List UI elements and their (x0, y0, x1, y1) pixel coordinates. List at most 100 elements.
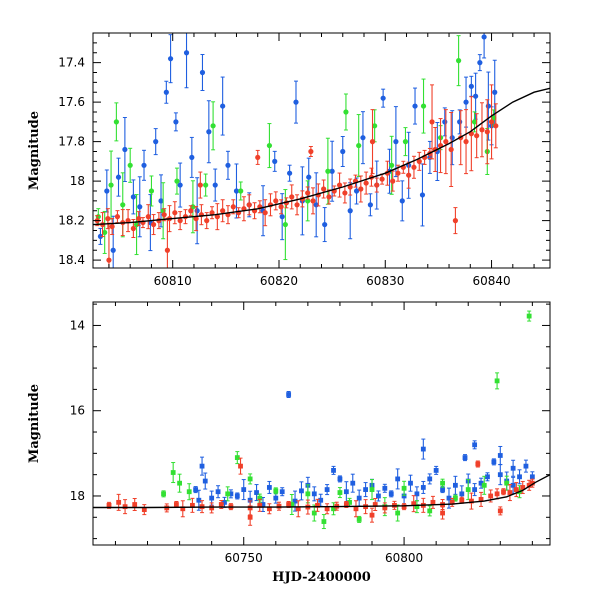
data-point (411, 495, 417, 513)
data-point (448, 112, 454, 188)
y-tick-label: 16 (70, 404, 85, 418)
data-point (190, 180, 196, 234)
data-point (203, 173, 209, 197)
data-point (197, 171, 203, 199)
data-point (411, 155, 417, 179)
data-point (468, 96, 474, 172)
data-point (343, 93, 349, 131)
data-point (199, 53, 206, 91)
data-point (238, 181, 244, 201)
data-point (529, 478, 535, 488)
data-point (356, 515, 362, 523)
data-point (513, 482, 519, 498)
data-point (408, 474, 413, 492)
data-point (228, 489, 234, 499)
data-point (141, 149, 147, 181)
data-point (477, 54, 483, 72)
x-tick-label: 60800 (385, 551, 423, 565)
data-point (382, 483, 388, 493)
data-point (526, 479, 532, 491)
data-point (484, 99, 490, 165)
data-point (379, 173, 385, 185)
data-point (472, 440, 478, 450)
data-point (310, 187, 316, 215)
bottom-series-blue (193, 391, 535, 512)
data-point (440, 506, 445, 520)
data-point (266, 503, 272, 515)
data-point (225, 205, 231, 225)
data-point (416, 151, 422, 171)
data-point (517, 469, 522, 485)
data-point (193, 206, 199, 232)
data-point (376, 490, 381, 502)
bottom-series-green (161, 310, 532, 530)
data-point (437, 118, 444, 174)
bottom-plot-area (93, 310, 550, 530)
data-point (324, 503, 330, 515)
y-tick-label: 18.2 (58, 214, 85, 228)
data-point (420, 480, 426, 494)
data-point (331, 502, 336, 516)
data-point (273, 191, 279, 211)
data-point (369, 479, 375, 501)
data-point (367, 193, 373, 217)
data-point (393, 106, 399, 178)
data-point (474, 113, 480, 159)
bottom-panel: 60750 60800 14 16 18 Magnitude HJD-2400000 (27, 301, 551, 585)
data-point (220, 76, 226, 136)
data-point (180, 500, 186, 518)
data-point (137, 176, 143, 238)
data-point (478, 491, 484, 507)
data-point (194, 177, 200, 245)
data-point (389, 135, 395, 195)
data-point (478, 477, 484, 489)
data-point (493, 103, 499, 149)
y-tick-label: 14 (70, 318, 85, 332)
y-tick-label: 18.4 (58, 253, 85, 267)
data-point (412, 87, 418, 125)
data-point (186, 483, 192, 501)
data-point (501, 488, 506, 496)
data-point (262, 199, 268, 227)
data-point (276, 501, 282, 511)
data-point (233, 163, 240, 219)
data-point (225, 150, 231, 180)
data-point (336, 172, 343, 198)
data-point (507, 484, 513, 502)
data-point (308, 145, 314, 157)
data-point (468, 75, 474, 97)
data-point (230, 199, 236, 215)
data-point (161, 208, 167, 222)
data-point (414, 486, 420, 502)
data-point (523, 459, 529, 473)
data-point (462, 454, 468, 462)
data-point (105, 208, 111, 230)
data-point (183, 33, 190, 89)
data-point (494, 372, 500, 390)
data-point (247, 473, 253, 485)
data-point (289, 184, 295, 210)
data-point (520, 480, 526, 494)
data-point (161, 490, 166, 498)
y-tick-label: 17.4 (58, 56, 85, 70)
data-point (246, 194, 252, 216)
data-point (122, 117, 128, 183)
data-point (190, 497, 195, 513)
data-point (324, 484, 330, 496)
data-point (469, 492, 474, 510)
data-point (526, 310, 532, 322)
data-point (395, 164, 401, 182)
data-point (220, 199, 226, 223)
data-point (402, 127, 409, 157)
data-point (188, 205, 194, 217)
data-point (251, 202, 258, 220)
data-point (266, 480, 272, 494)
bottom-model-curve (93, 474, 550, 509)
data-point (234, 492, 240, 500)
data-point (241, 479, 247, 501)
data-point (494, 488, 500, 500)
data-point (132, 498, 138, 511)
data-point (485, 472, 490, 482)
data-point (442, 107, 448, 137)
